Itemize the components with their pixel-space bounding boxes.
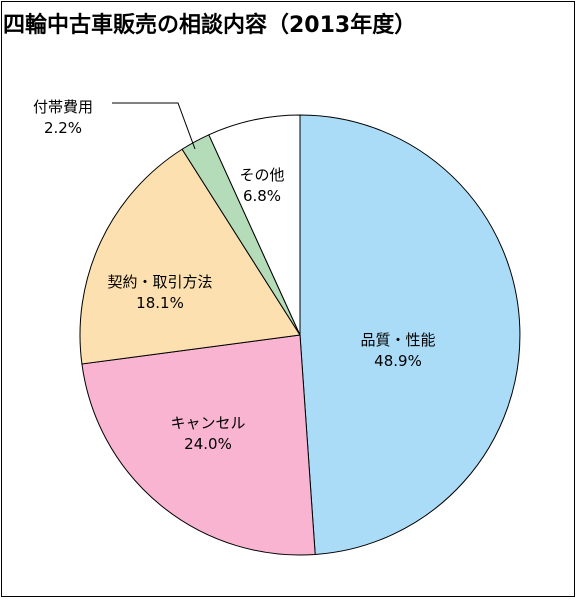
pie-slice-cancel xyxy=(81,334,316,556)
chart-title: 四輪中古車販売の相談内容（2013年度） xyxy=(3,13,417,38)
slice-value-sonota: 6.8% xyxy=(243,187,281,205)
slice-value-cancel: 24.0% xyxy=(184,435,232,453)
pie-slice-sonota xyxy=(208,114,301,336)
slice-value-hinshitsu-seino: 48.9% xyxy=(374,352,422,370)
slice-label-keiyaku-torihiki: 契約・取引方法 xyxy=(107,273,212,291)
slice-label-sonota: その他 xyxy=(239,166,284,184)
leader-line-futai-hiyo xyxy=(112,102,196,150)
slice-label-futai-hiyo: 付帯費用 xyxy=(33,98,93,116)
slice-value-keiyaku-torihiki: 18.1% xyxy=(136,294,184,312)
pie-labels: 品質・性能 48.9% キャンセル 24.0% 契約・取引方法 18.1% 付帯費用 2.2%… xyxy=(33,98,436,453)
pie-slices xyxy=(79,114,521,556)
pie-slice-keiyaku-torihiki xyxy=(79,148,301,365)
slice-label-cancel: キャンセル xyxy=(170,414,245,432)
slice-value-futai-hiyo: 2.2% xyxy=(44,119,82,137)
pie-slice-hinshitsu-seino xyxy=(299,114,521,556)
slice-label-hinshitsu-seino: 品質・性能 xyxy=(360,331,435,349)
